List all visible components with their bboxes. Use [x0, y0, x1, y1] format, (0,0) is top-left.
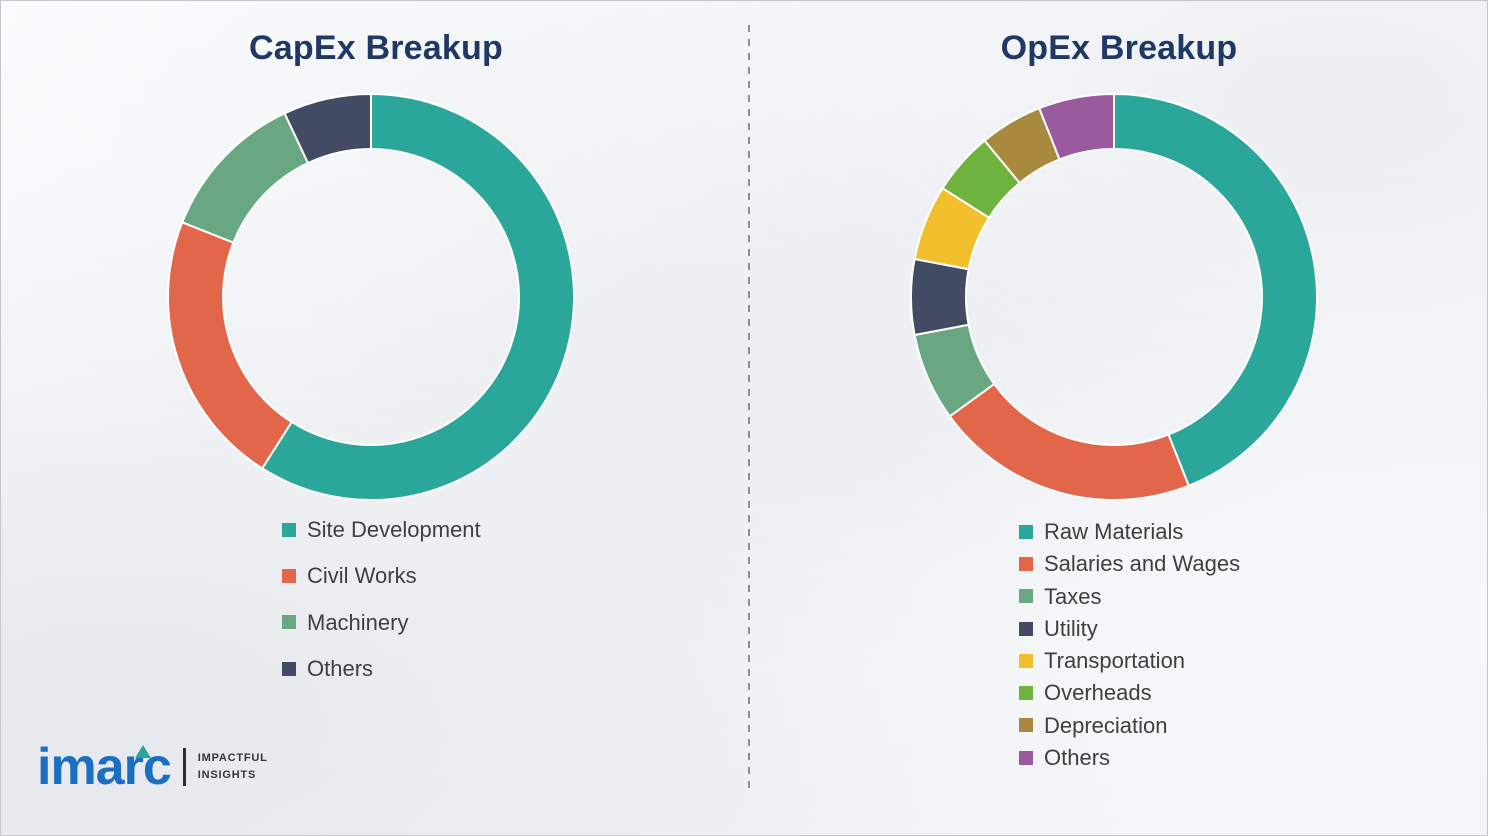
legend-label: Overheads — [1044, 680, 1152, 706]
opex-chart-title: OpEx Breakup — [1000, 29, 1238, 67]
legend-swatch — [282, 661, 296, 676]
legend-swatch — [282, 568, 296, 583]
legend-label: Site Development — [307, 517, 481, 542]
legend-item: Site Development — [282, 517, 481, 542]
legend-label: Taxes — [1044, 583, 1102, 609]
legend-item: Civil Works — [282, 563, 481, 588]
legend-item: Machinery — [282, 610, 481, 635]
donut-segment-site-development — [261, 93, 575, 501]
legend-label: Machinery — [307, 609, 409, 635]
legend-swatch — [282, 522, 296, 537]
legend-swatch — [1019, 589, 1033, 604]
legend-swatch — [1019, 686, 1033, 701]
logo-tagline: IMPACTFUL INSIGHTS — [198, 750, 268, 784]
legend-item: Salaries and Wages — [1019, 551, 1240, 576]
dashed-divider — [748, 25, 750, 789]
capex-chart-title: CapEx Breakup — [249, 29, 503, 67]
donut-segment-others — [283, 93, 372, 165]
legend-item: Depreciation — [1019, 713, 1240, 738]
capex-donut-chart — [167, 93, 575, 501]
opex-donut-chart — [910, 93, 1318, 501]
donut-segment-machinery — [181, 112, 309, 244]
logo-accent-icon — [135, 745, 151, 758]
legend-item: Others — [282, 656, 481, 681]
legend-swatch — [1019, 524, 1033, 539]
legend-label: Utility — [1044, 615, 1098, 641]
donut-segment-civil-works — [167, 221, 293, 470]
imarc-logo: imarc IMPACTFUL INSIGHTS — [37, 741, 268, 793]
legend-swatch — [1019, 556, 1033, 571]
opex-legend: Raw Materials Salaries and Wages Taxes Util… — [1019, 519, 1240, 777]
legend-item: Taxes — [1019, 584, 1240, 609]
legend-swatch — [1019, 621, 1033, 636]
legend-item: Overheads — [1019, 680, 1240, 705]
legend-item: Others — [1019, 745, 1240, 770]
legend-swatch — [1019, 750, 1033, 765]
donut-segment-utility — [910, 257, 970, 337]
legend-label: Transportation — [1044, 648, 1186, 674]
donut-segment-others — [1038, 93, 1115, 161]
capex-legend: Site Development Civil Works Machinery Othe… — [282, 517, 481, 702]
legend-item: Transportation — [1019, 648, 1240, 673]
legend-label: Others — [307, 655, 374, 681]
legend-item: Utility — [1019, 616, 1240, 641]
legend-label: Others — [1044, 745, 1111, 771]
imarc-logo-text: imarc — [37, 738, 172, 796]
legend-swatch — [282, 615, 296, 630]
legend-swatch — [1019, 718, 1033, 733]
legend-label: Raw Materials — [1044, 519, 1184, 544]
logo-tagline-line1: IMPACTFUL — [197, 751, 268, 764]
logo-divider-bar — [182, 748, 186, 786]
donut-segment-salaries-and-wages — [948, 382, 1190, 501]
legend-label: Salaries and Wages — [1044, 551, 1241, 577]
legend-label: Civil Works — [307, 563, 417, 589]
legend-label: Depreciation — [1044, 712, 1168, 738]
legend-swatch — [1019, 653, 1033, 668]
logo-tagline-line2: INSIGHTS — [197, 769, 257, 781]
donut-segment-raw-materials — [1113, 93, 1318, 487]
legend-item: Raw Materials — [1019, 519, 1240, 544]
